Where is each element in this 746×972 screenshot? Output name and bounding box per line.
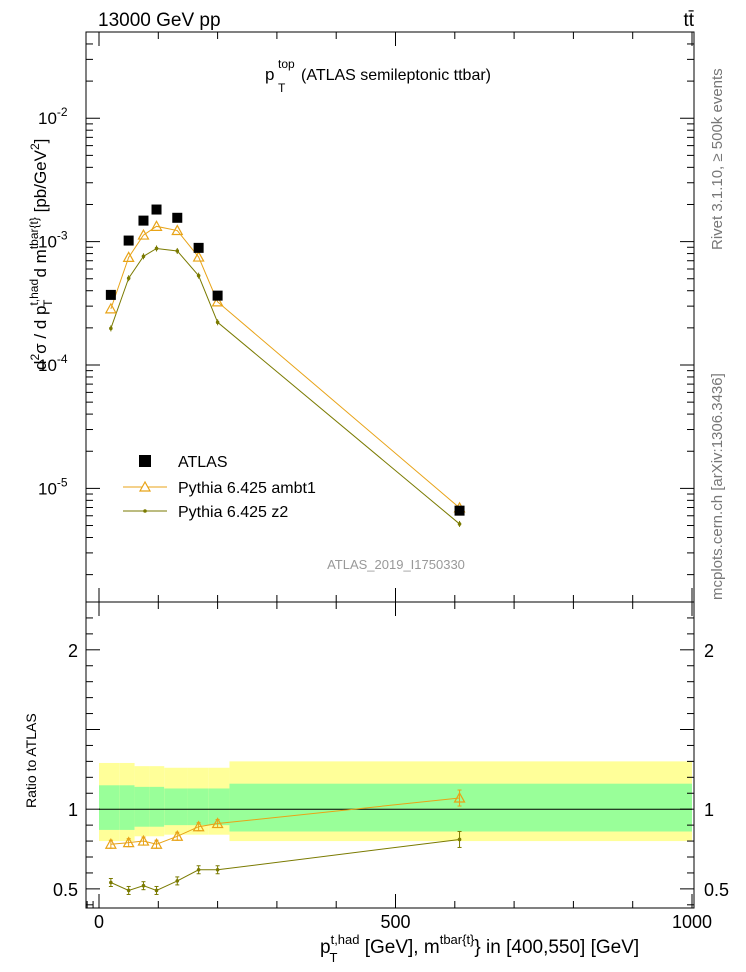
- z2-line: [110, 247, 460, 525]
- ambt1-point: [122, 251, 135, 262]
- z2-point: [109, 326, 113, 331]
- energy-label: 13000 GeV pp: [98, 10, 221, 31]
- plot-title-rest: (ATLAS semileptonic ttbar): [301, 67, 491, 84]
- ratio-ambt1-point: [171, 830, 184, 841]
- legend-marker-ambt1: [138, 480, 152, 492]
- x-tick-label: 1000: [672, 912, 712, 932]
- y-axis-label: d2σ / d pt,hadTd mtbar{t} [pb/GeV2]: [27, 139, 55, 370]
- y-tick-label: 10-2: [38, 105, 68, 128]
- atlas-point: [123, 235, 134, 246]
- ratio-z2-point: [141, 883, 146, 888]
- atlas-point: [172, 212, 183, 223]
- ratio-ambt1-point: [137, 834, 150, 846]
- legend-marker-z2: [143, 509, 147, 513]
- ratio-z2-point: [109, 880, 113, 885]
- ratio-y-tick-label-right: 0.5: [704, 880, 729, 900]
- atlas-point: [138, 215, 149, 226]
- plot-title-sup: top: [278, 57, 295, 71]
- y-tick-label: 10-3: [38, 229, 68, 252]
- ambt1-line: [110, 225, 460, 509]
- z2-point: [457, 522, 462, 526]
- stat-uncertainty-band: [119, 785, 135, 830]
- atlas-point: [105, 289, 116, 300]
- ratio-ambt1-point: [122, 836, 135, 848]
- ambt1-point: [150, 220, 163, 231]
- ratio-z2-point: [175, 879, 180, 883]
- ratio-z2-point: [457, 837, 462, 842]
- atlas-point: [151, 204, 162, 215]
- stat-uncertainty-band: [187, 788, 209, 826]
- legend-label: Pythia 6.425 z2: [178, 504, 288, 521]
- ambt1-point: [104, 302, 117, 314]
- ratio-uncertainty-bands: [99, 761, 692, 842]
- x-tick-label: 500: [380, 912, 410, 932]
- ambt1-point: [192, 250, 205, 262]
- z2-point: [154, 246, 159, 251]
- data-series: [104, 204, 466, 895]
- stat-uncertainty-band: [164, 788, 188, 826]
- y-tick-label: 10-5: [38, 475, 68, 498]
- ratio-y-tick-label-right: 2: [704, 641, 714, 661]
- ratio-z2-point: [196, 867, 201, 872]
- ratio-y-tick-label: 1: [68, 800, 78, 820]
- ratio-z2-line: [110, 838, 460, 892]
- z2-point: [126, 276, 131, 281]
- stat-uncertainty-band: [134, 786, 150, 827]
- atlas-point: [212, 290, 223, 301]
- ambt1-point: [211, 295, 224, 307]
- ratio-ambt1-point: [192, 820, 205, 832]
- ratio-panel-frame: [85, 601, 695, 909]
- y-tick-label: 10-4: [38, 352, 68, 375]
- ratio-ambt1-point: [150, 838, 163, 849]
- ratio-y-tick-label: 2: [68, 641, 78, 661]
- ratio-ambt1-point: [211, 817, 224, 829]
- stat-uncertainty-band: [99, 785, 120, 830]
- stat-uncertainty-band: [229, 783, 692, 832]
- x-axis-label: pt,had T [GeV], mtbar{t}} in [400,550] [G…: [320, 932, 639, 965]
- rivet-version-text: Rivet 3.1.10, ≥ 500k events: [709, 68, 726, 250]
- ratio-z2-point: [215, 867, 220, 872]
- ratio-y-axis-label: Ratio to ATLAS: [23, 713, 39, 808]
- axes: 0 500 1000 10-5 10-4 10-3 10-2 0.5 0.5 1 1 2 2: [38, 31, 729, 932]
- ratio-y-tick-label: 0.5: [53, 880, 78, 900]
- ratio-y-tick-label-right: 1: [704, 800, 714, 820]
- ambt1-point: [137, 228, 150, 240]
- ratio-z2-point: [154, 888, 159, 893]
- z2-point: [175, 249, 180, 253]
- z2-point: [215, 320, 220, 325]
- stat-uncertainty-band: [149, 786, 165, 827]
- ratio-ambt1-point: [453, 791, 466, 803]
- process-label: tt̄: [683, 10, 694, 31]
- legend-label: ATLAS: [178, 454, 228, 471]
- ratio-z2-point: [126, 888, 131, 893]
- ratio-ambt1-point: [104, 838, 117, 849]
- mcplots-source-text: mcplots.cern.ch [arXiv:1306.3436]: [709, 373, 726, 600]
- x-tick-label: 0: [94, 912, 104, 932]
- analysis-watermark: ATLAS_2019_I1750330: [327, 557, 465, 572]
- ambt1-point: [171, 224, 184, 236]
- atlas-point: [454, 505, 465, 516]
- atlas-point: [193, 242, 204, 253]
- legend-label: Pythia 6.425 ambt1: [178, 480, 316, 497]
- z2-point: [196, 273, 201, 278]
- legend: ATLAS Pythia 6.425 ambt1 Pythia 6.425 z2: [123, 454, 316, 521]
- z2-point: [141, 254, 146, 259]
- plot-title: p: [265, 65, 274, 84]
- plot-title-sub: T: [278, 81, 286, 95]
- stat-uncertainty-band: [208, 788, 230, 826]
- legend-marker-atlas: [139, 455, 151, 467]
